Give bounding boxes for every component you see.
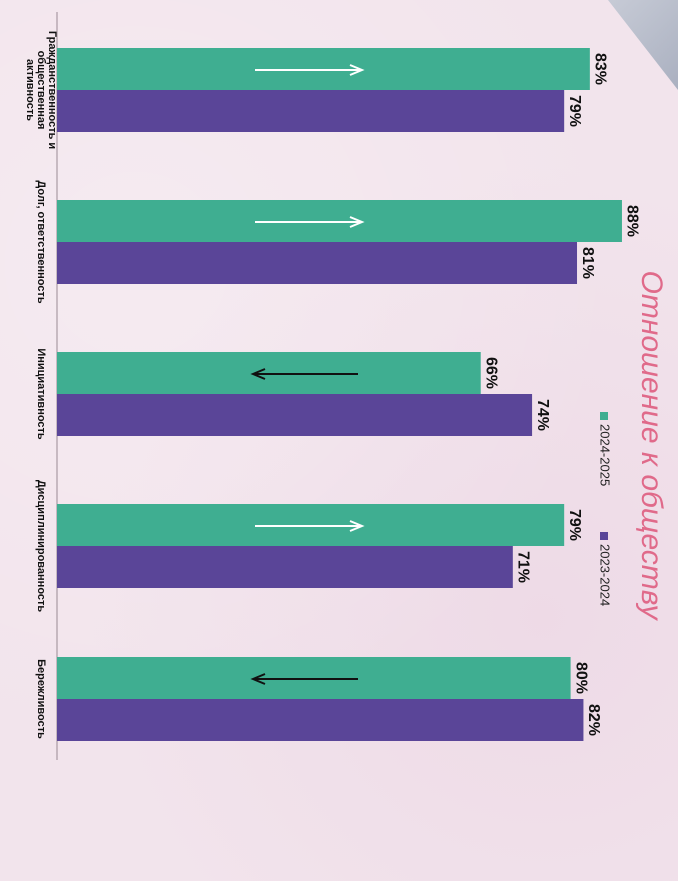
- arrow-head: [349, 64, 365, 76]
- value-label: 66%: [482, 357, 499, 389]
- category-label: Гражданственность иобщественнаяактивност…: [24, 31, 58, 149]
- legend-swatch-2024-2025: [600, 412, 608, 420]
- bar-2023-2024: [57, 90, 565, 132]
- category-label-line: активность: [24, 59, 36, 121]
- value-label: 80%: [572, 662, 589, 694]
- trend-arrow-up-icon: [255, 64, 365, 76]
- arrow-head: [250, 673, 266, 685]
- category-label-line: Гражданственность и: [46, 31, 58, 149]
- category-label-line: общественная: [35, 51, 47, 130]
- bar-2023-2024: [57, 242, 578, 284]
- trend-arrow-up-icon: [255, 520, 365, 532]
- value-label: 71%: [515, 551, 532, 583]
- bar-2023-2024: [57, 394, 533, 436]
- category-label: Бережливость: [35, 659, 47, 739]
- legend: 2024-2025 2023-2024: [598, 412, 613, 606]
- category-label: Инициативность: [35, 348, 47, 440]
- arrow-head: [349, 216, 365, 228]
- bar-2023-2024: [57, 546, 513, 588]
- legend-label: 2024-2025: [598, 424, 613, 486]
- value-label: 74%: [534, 399, 551, 431]
- value-label: 81%: [579, 247, 596, 279]
- value-label: 79%: [566, 509, 583, 541]
- value-label: 83%: [592, 53, 609, 85]
- bar-2023-2024: [57, 699, 584, 741]
- value-label: 88%: [624, 205, 641, 237]
- trend-arrow-up-icon: [255, 216, 365, 228]
- trend-arrow-down-icon: [250, 673, 358, 685]
- legend-swatch-2023-2024: [600, 532, 608, 540]
- arrow-head: [349, 520, 365, 532]
- category-label: Дисциплинированность: [35, 480, 47, 613]
- category-label: Долг, ответственность: [35, 180, 47, 303]
- value-label: 82%: [585, 704, 602, 736]
- arrow-head: [250, 368, 266, 380]
- chart-title: Отношение к обществу: [635, 271, 668, 622]
- legend-label: 2023-2024: [598, 544, 613, 606]
- trend-arrow-down-icon: [250, 368, 358, 380]
- value-label: 79%: [566, 95, 583, 127]
